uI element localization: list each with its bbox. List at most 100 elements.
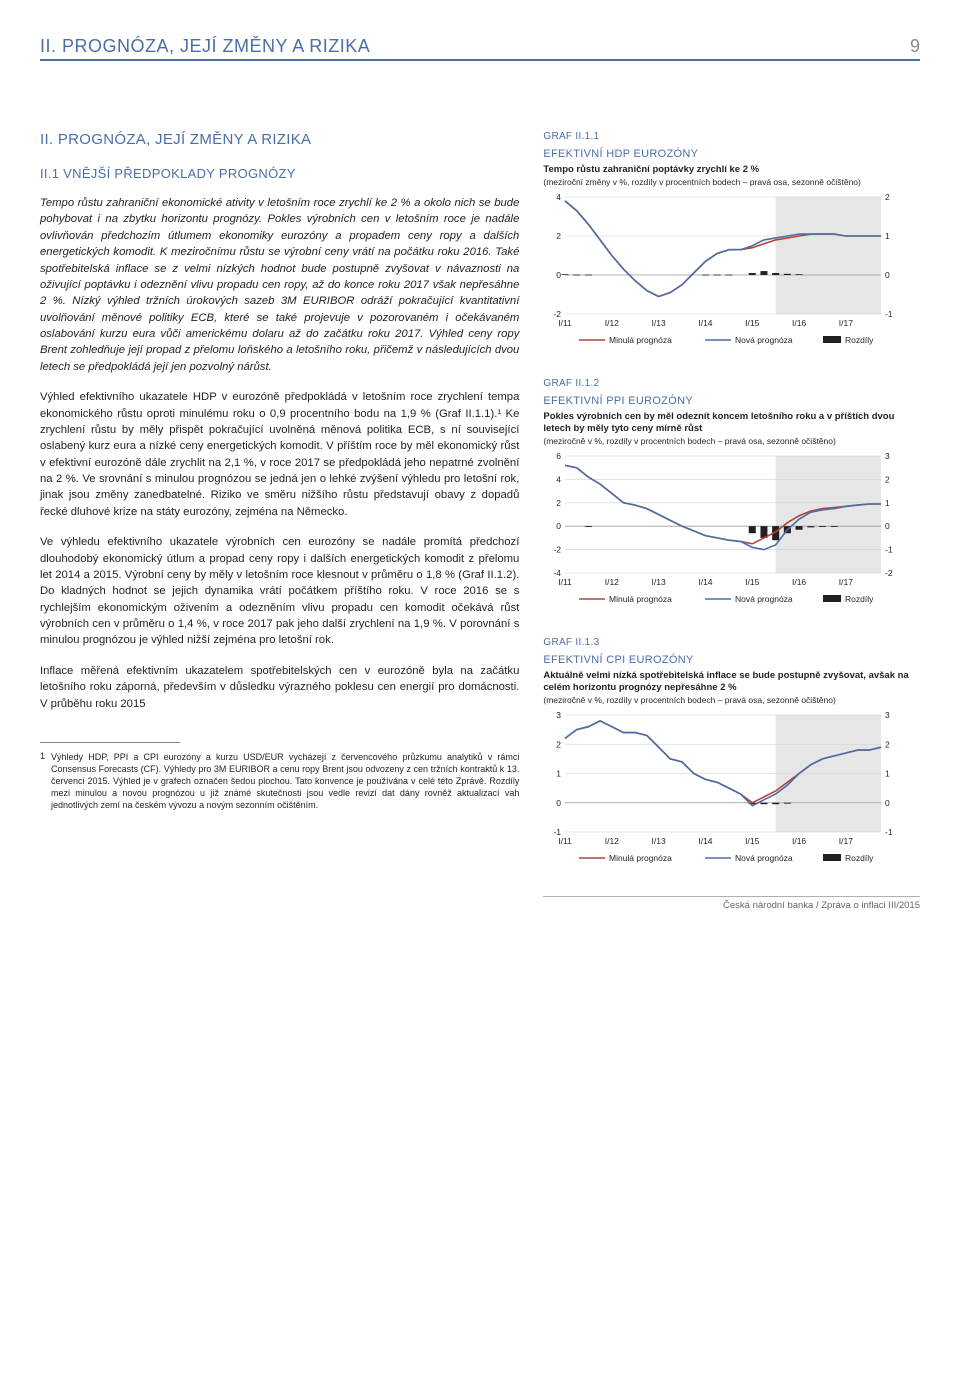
svg-text:0: 0 bbox=[885, 270, 890, 280]
page-header: II. PROGNÓZA, JEJÍ ZMĚNY A RIZIKA 9 bbox=[40, 36, 920, 61]
chart-caption: (meziročně v %, rozdíly v procentních bo… bbox=[543, 695, 920, 705]
svg-text:-1: -1 bbox=[885, 309, 893, 319]
diff-bar bbox=[702, 275, 709, 276]
svg-text:Nová prognóza: Nová prognóza bbox=[735, 853, 793, 863]
chart-svg: -2024-1012I/11I/12I/13I/14I/15I/16I/17Mi… bbox=[543, 193, 903, 348]
svg-text:I/17: I/17 bbox=[839, 577, 853, 587]
svg-text:Rozdíly: Rozdíly bbox=[845, 335, 874, 345]
svg-text:I/13: I/13 bbox=[652, 836, 666, 846]
text-column: II. PROGNÓZA, JEJÍ ZMĚNY A RIZIKA II.1 V… bbox=[40, 131, 519, 911]
svg-text:-2: -2 bbox=[554, 545, 562, 555]
chart-title: EFEKTIVNÍ PPI EUROZÓNY bbox=[543, 395, 920, 407]
svg-text:I/13: I/13 bbox=[652, 318, 666, 328]
svg-text:Minulá prognóza: Minulá prognóza bbox=[609, 594, 672, 604]
svg-text:2: 2 bbox=[557, 231, 562, 241]
svg-text:Rozdíly: Rozdíly bbox=[845, 853, 874, 863]
diff-bar bbox=[773, 803, 780, 804]
svg-text:Minulá prognóza: Minulá prognóza bbox=[609, 853, 672, 863]
chart-label: GRAF II.1.3 bbox=[543, 637, 920, 648]
svg-text:I/16: I/16 bbox=[792, 318, 806, 328]
paragraph-intro: Tempo růstu zahraniční ekonomické ativit… bbox=[40, 195, 519, 375]
main-layout: II. PROGNÓZA, JEJÍ ZMĚNY A RIZIKA II.1 V… bbox=[40, 131, 920, 911]
diff-bar bbox=[761, 803, 768, 804]
svg-text:I/14: I/14 bbox=[699, 318, 713, 328]
diff-bar bbox=[796, 275, 803, 276]
section-title: II. PROGNÓZA, JEJÍ ZMĚNY A RIZIKA bbox=[40, 131, 519, 148]
svg-text:6: 6 bbox=[557, 452, 562, 461]
page-footer: Česká národní banka / Zpráva o inflaci I… bbox=[543, 896, 920, 911]
svg-text:1: 1 bbox=[885, 498, 890, 508]
diff-bar bbox=[749, 526, 756, 533]
svg-text:I/16: I/16 bbox=[792, 836, 806, 846]
svg-text:I/11: I/11 bbox=[559, 836, 573, 846]
diff-bar bbox=[749, 273, 756, 275]
footnote: 1 Výhledy HDP, PPI a CPI eurozóny a kurz… bbox=[40, 751, 519, 812]
chart-svg: -4-20246-2-10123I/11I/12I/13I/14I/15I/16… bbox=[543, 452, 903, 607]
chart-caption: (meziroční změny v %, rozdíly v procentn… bbox=[543, 177, 920, 187]
svg-text:I/11: I/11 bbox=[559, 318, 573, 328]
diff-bar bbox=[808, 526, 815, 527]
svg-text:I/17: I/17 bbox=[839, 318, 853, 328]
svg-text:I/12: I/12 bbox=[605, 318, 619, 328]
diff-bar bbox=[562, 275, 569, 276]
svg-text:Minulá prognóza: Minulá prognóza bbox=[609, 335, 672, 345]
svg-text:0: 0 bbox=[557, 270, 562, 280]
diff-bar bbox=[585, 526, 592, 527]
chart-subtitle: Tempo růstu zahraniční poptávky zrychlí … bbox=[543, 164, 920, 175]
footnote-separator bbox=[40, 742, 180, 743]
svg-text:I/13: I/13 bbox=[652, 577, 666, 587]
chart-subtitle: Aktuálně velmi nízká spotřebitelská infl… bbox=[543, 670, 920, 693]
forecast-band bbox=[776, 197, 881, 314]
chart-caption: (meziročně v %, rozdíly v procentních bo… bbox=[543, 436, 920, 446]
svg-text:Rozdíly: Rozdíly bbox=[845, 594, 874, 604]
svg-text:I/17: I/17 bbox=[839, 836, 853, 846]
svg-text:I/16: I/16 bbox=[792, 577, 806, 587]
svg-text:I/14: I/14 bbox=[699, 836, 713, 846]
svg-text:I/11: I/11 bbox=[559, 577, 573, 587]
footnote-number: 1 bbox=[40, 751, 45, 812]
svg-text:0: 0 bbox=[557, 798, 562, 808]
chart-title: EFEKTIVNÍ CPI EUROZÓNY bbox=[543, 654, 920, 666]
paragraph-4: Inflace měřená efektivním ukazatelem spo… bbox=[40, 663, 519, 712]
svg-text:Nová prognóza: Nová prognóza bbox=[735, 335, 793, 345]
diff-bar bbox=[796, 526, 803, 530]
svg-text:I/15: I/15 bbox=[746, 836, 760, 846]
diff-bar bbox=[761, 271, 768, 275]
chart-card: GRAF II.1.1 EFEKTIVNÍ HDP EUROZÓNY Tempo r… bbox=[543, 131, 920, 348]
diff-bar bbox=[585, 275, 592, 276]
chart-label: GRAF II.1.1 bbox=[543, 131, 920, 142]
diff-bar bbox=[784, 803, 791, 804]
svg-text:I/12: I/12 bbox=[605, 836, 619, 846]
diff-bar bbox=[726, 275, 733, 276]
page-number: 9 bbox=[910, 36, 920, 57]
forecast-band bbox=[776, 456, 881, 573]
svg-text:4: 4 bbox=[557, 193, 562, 202]
footnote-text: Výhledy HDP, PPI a CPI eurozóny a kurzu … bbox=[51, 751, 519, 812]
chart-label: GRAF II.1.2 bbox=[543, 378, 920, 389]
chart-card: GRAF II.1.2 EFEKTIVNÍ PPI EUROZÓNY Pokles … bbox=[543, 378, 920, 607]
svg-text:1: 1 bbox=[557, 768, 562, 778]
chart-svg: -10123-10123I/11I/12I/13I/14I/15I/16I/17… bbox=[543, 711, 903, 866]
svg-text:I/12: I/12 bbox=[605, 577, 619, 587]
subsection-title: II.1 VNĚJŠÍ PŘEDPOKLADY PROGNÓZY bbox=[40, 166, 519, 181]
charts-column: GRAF II.1.1 EFEKTIVNÍ HDP EUROZÓNY Tempo r… bbox=[543, 131, 920, 911]
svg-text:2: 2 bbox=[557, 498, 562, 508]
diff-bar bbox=[819, 526, 826, 527]
svg-text:2: 2 bbox=[557, 739, 562, 749]
svg-text:1: 1 bbox=[885, 231, 890, 241]
svg-text:3: 3 bbox=[885, 452, 890, 461]
diff-bar bbox=[831, 526, 838, 527]
diff-bar bbox=[714, 275, 721, 276]
svg-text:-1: -1 bbox=[885, 545, 893, 555]
chart-title: EFEKTIVNÍ HDP EUROZÓNY bbox=[543, 148, 920, 160]
svg-text:4: 4 bbox=[557, 475, 562, 485]
diff-bar bbox=[784, 274, 791, 275]
svg-text:2: 2 bbox=[885, 475, 890, 485]
diff-bar bbox=[773, 273, 780, 275]
chart-subtitle: Pokles výrobních cen by měl odeznít konc… bbox=[543, 411, 920, 434]
svg-text:3: 3 bbox=[885, 711, 890, 720]
svg-text:0: 0 bbox=[557, 521, 562, 531]
chart-card: GRAF II.1.3 EFEKTIVNÍ CPI EUROZÓNY Aktuáln… bbox=[543, 637, 920, 866]
svg-text:-1: -1 bbox=[885, 827, 893, 837]
svg-text:0: 0 bbox=[885, 521, 890, 531]
